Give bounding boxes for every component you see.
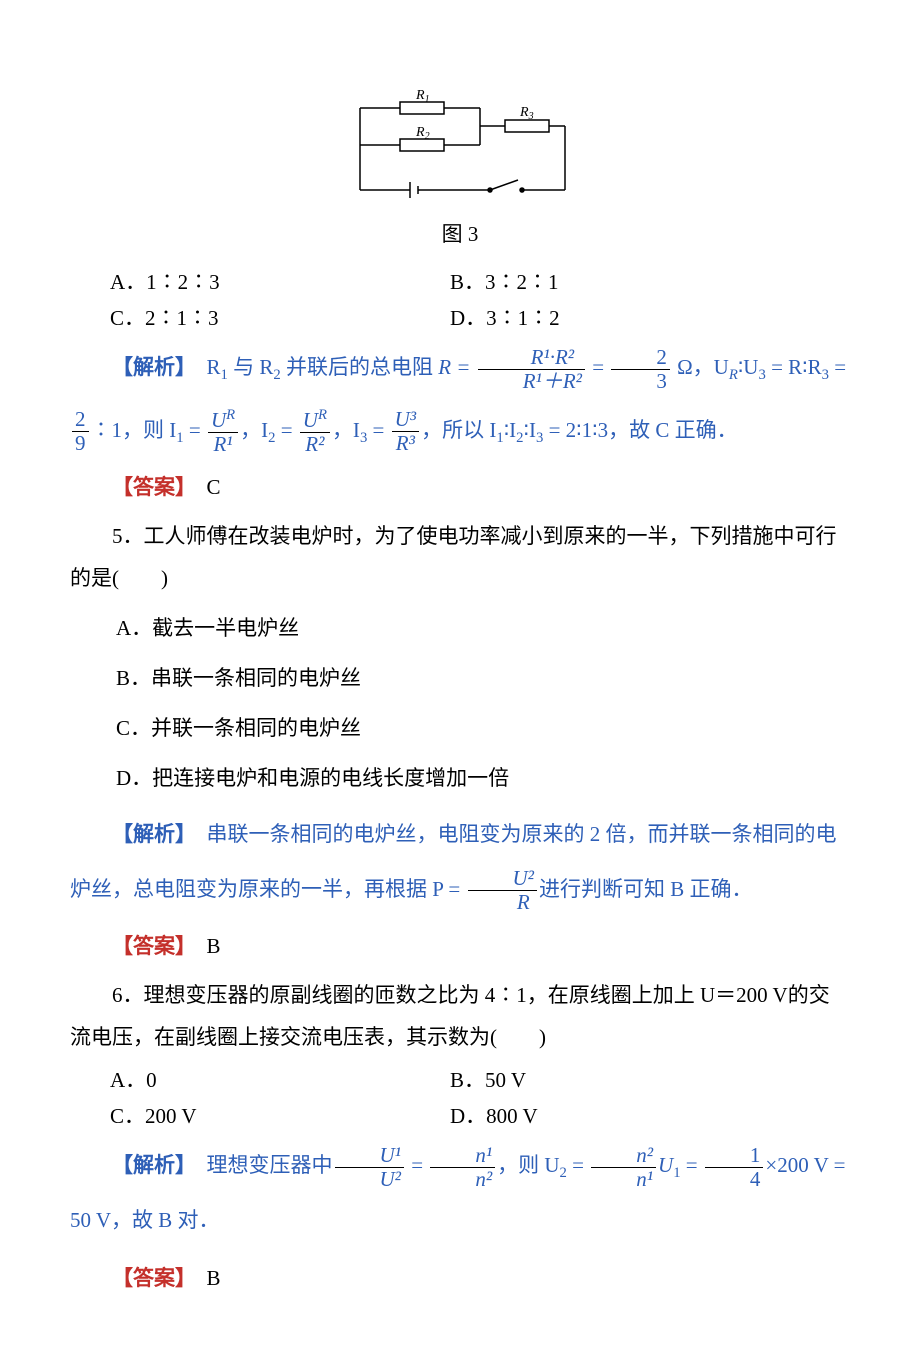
- q5-answer: 【答案】 B: [70, 930, 850, 960]
- q4-optD: D．3∶1∶2: [450, 302, 850, 332]
- q4-analysis-2: 29∶1，则 I1 = URR¹，I2 = URR²，I3 = U³R³，所以 …: [70, 403, 850, 458]
- q6-analysis: 【解析】 理想变压器中U¹U² = n¹n²，则 U2 = n²n¹U1 = 1…: [70, 1138, 850, 1247]
- q4-analysis: 【解析】 R1 与 R2 并联后的总电阻 R = R¹·R²R¹＋R² = 23…: [70, 340, 850, 395]
- analysis-label: 【解析】: [112, 1153, 186, 1177]
- q5-optD: D．把连接电炉和电源的电线长度增加一倍: [116, 757, 850, 799]
- svg-text:R1: R1: [415, 90, 430, 105]
- q4-optC: C．2∶1∶3: [110, 302, 450, 332]
- q5-optB: B．串联一条相同的电炉丝: [116, 657, 850, 699]
- q6-optB: B．50 V: [450, 1064, 850, 1094]
- q4-answer: 【答案】 C: [70, 471, 850, 501]
- answer-label: 【答案】: [112, 1266, 186, 1290]
- figure-3: R1 R2 R3 图 3: [70, 90, 850, 258]
- q4-options-row2: C．2∶1∶3 D．3∶1∶2: [110, 302, 850, 332]
- q5-stem: 5．工人师傅在改装电炉时，为了使电功率减小到原来的一半，下列措施中可行的是( ): [70, 515, 850, 599]
- svg-text:R2: R2: [415, 125, 430, 142]
- svg-text:R3: R3: [519, 105, 534, 122]
- q5-optA: A．截去一半电炉丝: [116, 607, 850, 649]
- q6-options-row1: A．0 B．50 V: [110, 1064, 850, 1094]
- analysis-label: 【解析】: [112, 822, 186, 846]
- q4-options-row1: A．1∶2∶3 B．3∶2∶1: [110, 266, 850, 296]
- q5-analysis: 【解析】 串联一条相同的电炉丝，电阻变为原来的 2 倍，而并联一条相同的电炉丝，…: [70, 807, 850, 916]
- q4-optA: A．1∶2∶3: [110, 266, 450, 296]
- q6-optD: D．800 V: [450, 1100, 850, 1130]
- q4-optB: B．3∶2∶1: [450, 266, 850, 296]
- q6-answer: 【答案】 B: [70, 1262, 850, 1292]
- q6-options-row2: C．200 V D．800 V: [110, 1100, 850, 1130]
- q6-stem: 6．理想变压器的原副线圈的匝数之比为 4∶1，在原线圈上加上 U＝200 V的交…: [70, 974, 850, 1058]
- circuit-svg: R1 R2 R3: [340, 90, 580, 210]
- answer-label: 【答案】: [112, 934, 186, 958]
- q5-optC: C．并联一条相同的电炉丝: [116, 707, 850, 749]
- q6-optC: C．200 V: [110, 1100, 450, 1130]
- answer-label: 【答案】: [112, 475, 186, 499]
- q6-optA: A．0: [110, 1064, 450, 1094]
- figure-caption: 图 3: [442, 218, 479, 248]
- analysis-label: 【解析】: [112, 355, 186, 379]
